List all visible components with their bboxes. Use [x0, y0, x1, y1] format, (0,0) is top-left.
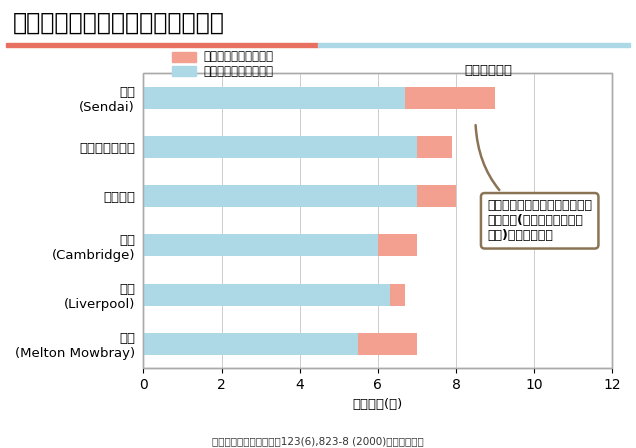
Bar — [378, 234, 417, 256]
Bar — [144, 185, 417, 207]
Text: 出典：日本医師会雑誌，123(6),823-8 (2000)を参考に作成: 出典：日本医師会雑誌，123(6),823-8 (2000)を参考に作成 — [212, 436, 424, 446]
Bar — [389, 284, 405, 306]
Bar — [144, 86, 405, 109]
Text: 認知症のある平均余命: 認知症のある平均余命 — [204, 50, 273, 64]
Text: 認知症のない平均余命の国際比較: 認知症のない平均余命の国際比較 — [13, 11, 225, 35]
Bar — [144, 136, 417, 158]
Bar — [417, 185, 456, 207]
Text: ７７歳・男性: ７７歳・男性 — [464, 64, 512, 77]
Bar — [144, 284, 389, 306]
X-axis label: 平均余命(年): 平均余命(年) — [353, 398, 403, 411]
Text: 日本人は平均寿命は長いのに、
健康寿命(認知症のない平均
余命)は長くない！: 日本人は平均寿命は長いのに、 健康寿命(認知症のない平均 余命)は長くない！ — [476, 125, 592, 242]
Bar — [405, 86, 495, 109]
Bar — [144, 234, 378, 256]
Bar — [358, 333, 417, 355]
Text: 認知症のない平均余命: 認知症のない平均余命 — [204, 65, 273, 78]
Bar — [144, 333, 358, 355]
Bar — [417, 136, 452, 158]
